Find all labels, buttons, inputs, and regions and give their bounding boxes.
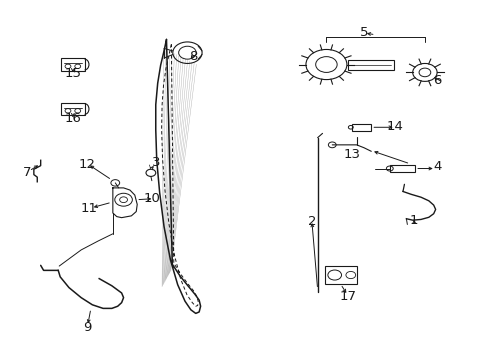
Text: 17: 17 [339, 290, 356, 303]
Text: 13: 13 [343, 148, 360, 161]
Text: 5: 5 [359, 26, 367, 39]
Text: 15: 15 [64, 67, 81, 80]
Text: 9: 9 [83, 321, 91, 334]
Text: 7: 7 [23, 166, 32, 179]
Text: 10: 10 [143, 192, 160, 205]
Text: 14: 14 [386, 121, 402, 134]
Text: 16: 16 [64, 112, 81, 125]
Text: 11: 11 [81, 202, 98, 215]
Text: 2: 2 [307, 215, 315, 228]
Text: 6: 6 [432, 74, 440, 87]
Text: 4: 4 [432, 160, 440, 173]
Text: 12: 12 [79, 158, 96, 171]
Text: 3: 3 [151, 156, 160, 169]
Text: 8: 8 [189, 50, 197, 63]
Text: 1: 1 [409, 214, 418, 227]
